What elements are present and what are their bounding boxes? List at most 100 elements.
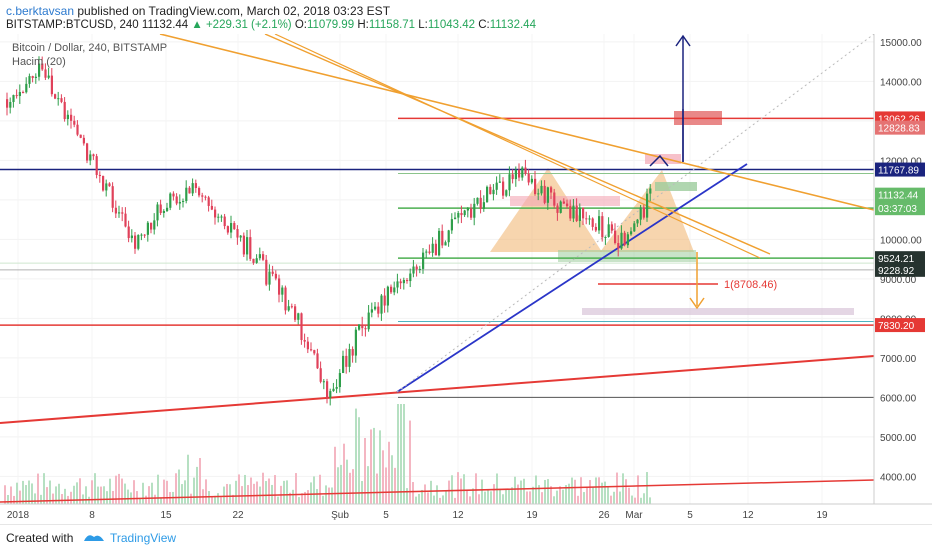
candle-body [50, 75, 53, 95]
volume-bar [58, 483, 60, 504]
candle-body [82, 137, 85, 144]
candle-body [585, 218, 588, 220]
candle-body [594, 226, 597, 231]
volume-bar [250, 477, 252, 504]
candle-body [130, 235, 133, 239]
volume-bar [439, 497, 441, 504]
candle-body [89, 154, 92, 161]
volume-bar [649, 497, 651, 504]
volume-bar [148, 486, 150, 504]
volume-bar [550, 486, 552, 504]
candle-body [153, 220, 156, 230]
candle-body [633, 223, 636, 232]
price-tag-label: 7830.20 [878, 321, 915, 332]
price-chart[interactable]: 1(8708.46) 15000.0014000.0013000.0012000… [0, 33, 932, 524]
candle-body [361, 324, 364, 329]
candle-body [92, 154, 95, 157]
volume-bar [583, 492, 585, 504]
volume-bar [547, 479, 549, 504]
candle-body [534, 178, 537, 195]
volume-bar [151, 482, 153, 504]
volume-bar [388, 441, 390, 504]
candle-body [98, 174, 101, 177]
volume-bar [106, 491, 108, 504]
time-axis[interactable]: 2018 8 15 22 Şub 5 12 19 26 Mar 5 12 19 [0, 503, 932, 521]
volume-bar [178, 469, 180, 504]
candle-body [374, 306, 377, 310]
volume-bar [382, 450, 384, 504]
volume-bar [643, 493, 645, 504]
volume-bar [577, 495, 579, 504]
volume-bar [508, 489, 510, 504]
trend-lines [0, 33, 875, 503]
volume-bar [505, 489, 507, 504]
volume-bar [154, 494, 156, 504]
volume-bar [103, 486, 105, 504]
chart-area[interactable]: 1(8708.46) 15000.0014000.0013000.0012000… [0, 33, 932, 524]
candle-body [450, 219, 453, 231]
volume-bar [346, 459, 348, 504]
volume-bar [268, 478, 270, 504]
candle-body [354, 329, 357, 356]
volume-bar [568, 483, 570, 504]
target-label: 1(8708.46) [724, 279, 777, 291]
volume-bar [427, 492, 429, 504]
volume-bar [193, 477, 195, 504]
volume-bar [634, 497, 636, 504]
volume-bar [523, 478, 525, 504]
volume-bar [223, 486, 225, 504]
candle-body [194, 183, 197, 189]
volume-bar [343, 443, 345, 504]
candle-body [527, 173, 530, 183]
volume-bar [331, 487, 333, 504]
volume-bar [376, 473, 378, 504]
price-tag [875, 162, 925, 177]
candle-body [121, 212, 124, 214]
candle-body [412, 266, 415, 274]
author-link[interactable]: c.berktavsan [6, 4, 75, 18]
candle-body [495, 182, 498, 190]
chart-legend: Bitcoin / Dollar, 240, BITSTAMP Hacim (2… [12, 42, 167, 68]
candle-body [482, 202, 485, 209]
candle-body [502, 181, 505, 196]
volume-bar [574, 479, 576, 504]
candle-body [322, 381, 325, 383]
candle-body [575, 205, 578, 221]
volume-bar [187, 454, 189, 504]
candle-body [438, 230, 441, 256]
volume-bar [163, 479, 165, 504]
candle-body [166, 207, 169, 212]
footer: Created with TradingView [0, 524, 932, 551]
candle-body [162, 211, 165, 213]
price-axis[interactable]: 15000.0014000.0013000.0012000.0011000.00… [873, 34, 932, 524]
volume-bar [142, 482, 144, 504]
candle-body [470, 208, 473, 218]
candle-body [18, 92, 21, 97]
candle-body [297, 313, 300, 320]
candle-body [332, 388, 335, 392]
price-tick-label: 7000.00 [880, 354, 917, 365]
volume-bar [481, 479, 483, 504]
candle-body [265, 259, 268, 285]
candle-body [508, 174, 511, 191]
candle-body [409, 273, 412, 282]
volume-bar [325, 485, 327, 504]
volume-bar [22, 480, 24, 504]
candle-body [262, 254, 265, 260]
uptrend-line [396, 163, 748, 393]
volume-bar [625, 479, 627, 504]
candle-body [358, 324, 361, 330]
volume-bar [538, 485, 540, 504]
candle-body [31, 76, 34, 78]
candle-body [278, 278, 281, 295]
candle-body [300, 313, 303, 341]
candle-body [108, 183, 111, 187]
tradingview-brand-link[interactable]: TradingView [110, 531, 177, 545]
volume-bar [127, 489, 129, 504]
price-tag [875, 318, 925, 333]
volume-bar [19, 490, 21, 504]
price-tag-label: 9228.92 [878, 266, 915, 277]
candle-body [233, 223, 236, 230]
volume-bar [529, 491, 531, 504]
candle-body [377, 306, 380, 314]
